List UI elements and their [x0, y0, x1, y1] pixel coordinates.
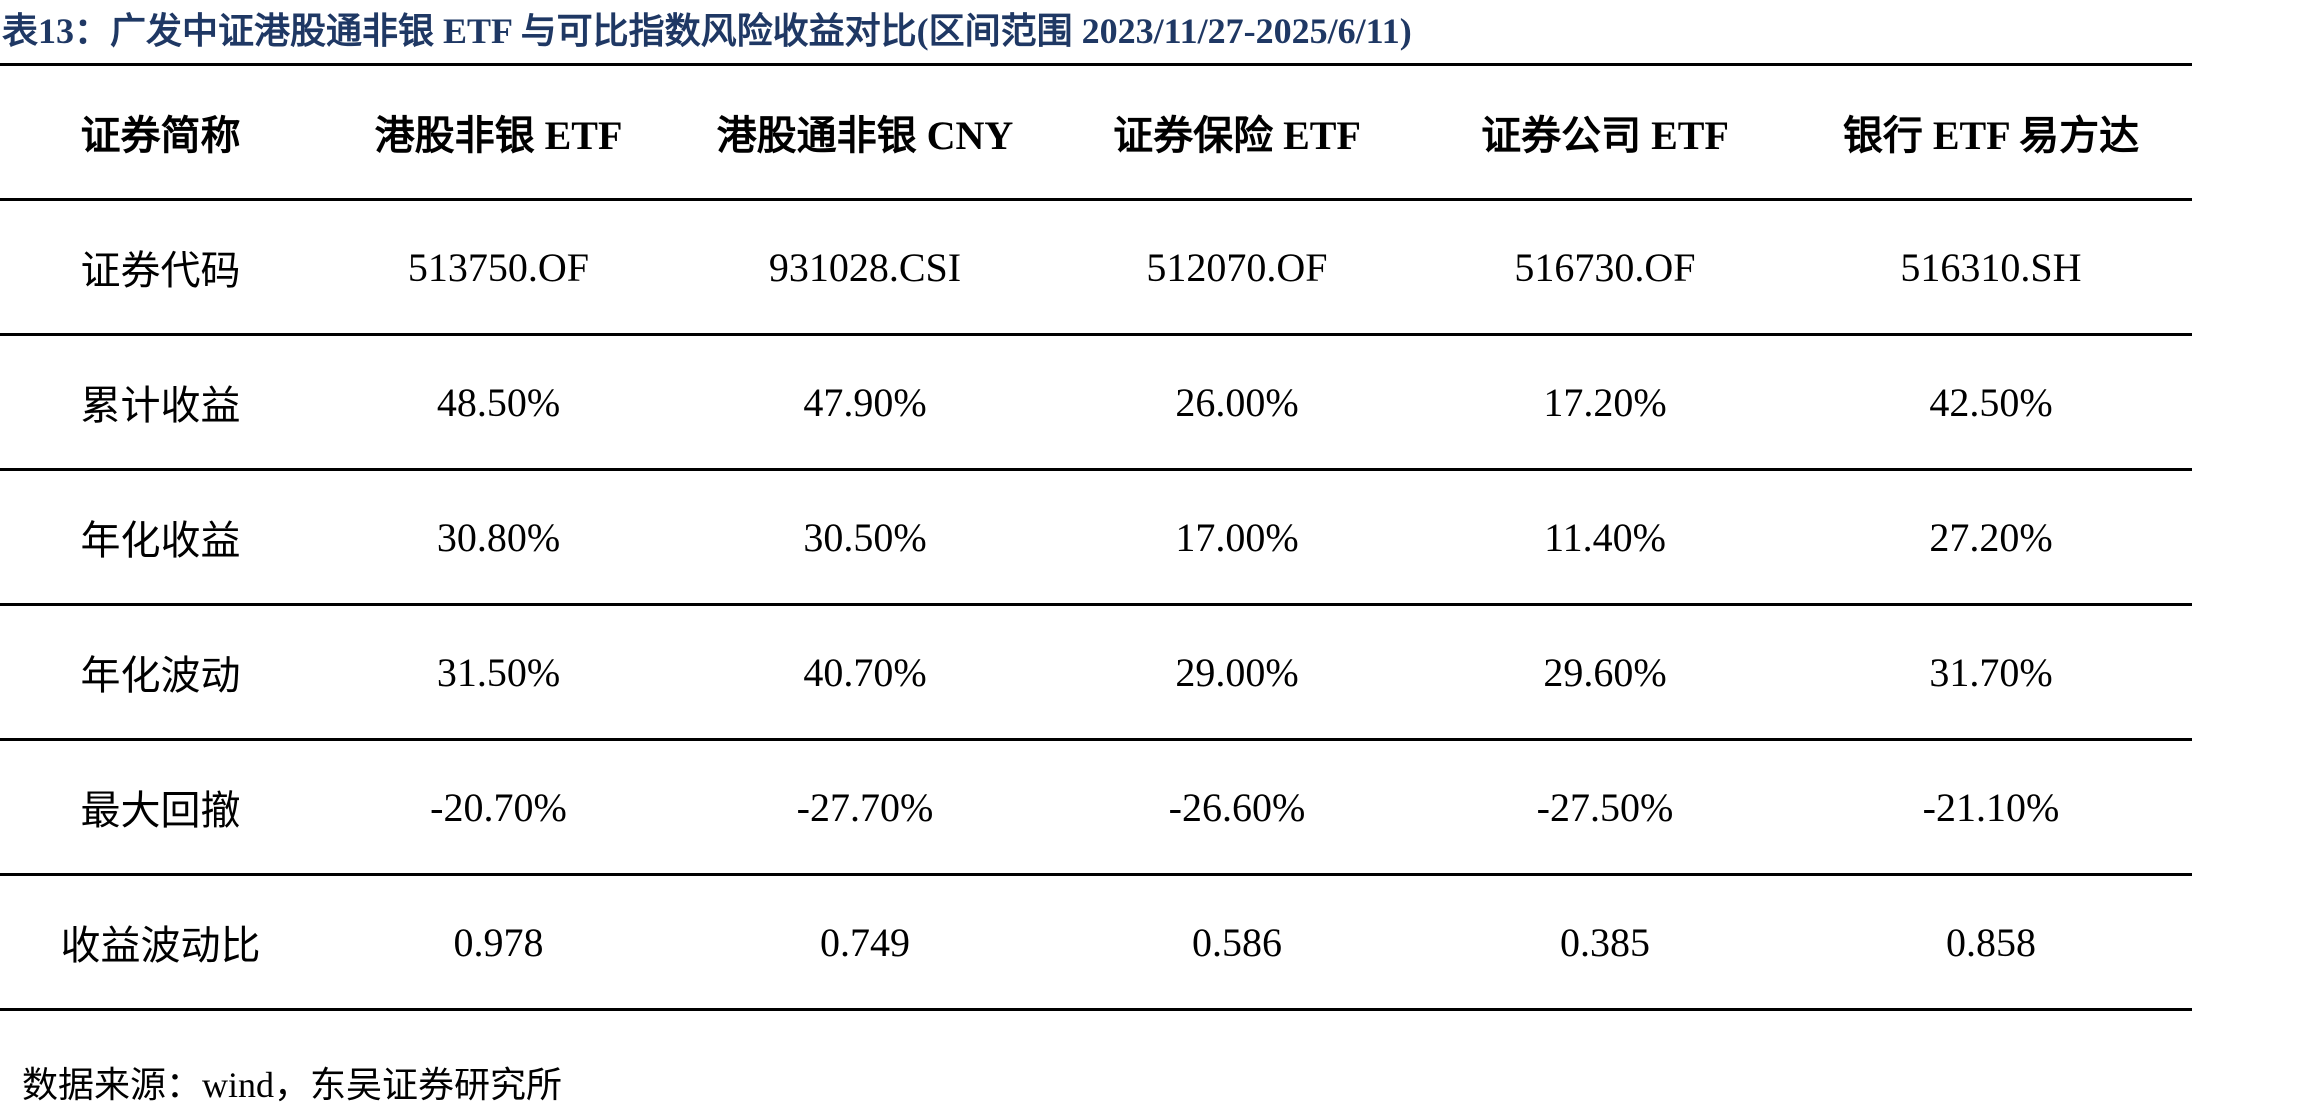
row-label: 年化收益 — [0, 468, 321, 606]
header-cell: 证券简称 — [0, 63, 321, 201]
table-row: 年化波动 31.50% 40.70% 29.00% 29.60% 31.70% — [0, 603, 2192, 741]
table-title: 表13：广发中证港股通非银 ETF 与可比指数风险收益对比(区间范围 2023/… — [2, 11, 1412, 51]
row-label: 年化波动 — [0, 603, 321, 741]
table-cell: -26.60% — [1054, 738, 1420, 876]
table-cell: 26.00% — [1054, 333, 1420, 471]
header-cell: 港股非银 ETF — [321, 63, 676, 201]
table-cell: 0.586 — [1054, 873, 1420, 1011]
table-cell: 42.50% — [1790, 333, 2192, 471]
row-label: 收益波动比 — [0, 873, 321, 1011]
table-cell: 31.50% — [321, 603, 676, 741]
table-body: 证券简称 港股非银 ETF 港股通非银 CNY 证券保险 ETF 证券公司 ETF 银行 … — [0, 63, 2192, 1011]
table-cell: 0.978 — [321, 873, 676, 1011]
table-cell: 40.70% — [676, 603, 1054, 741]
table-cell: 11.40% — [1420, 468, 1790, 606]
table-row: 证券代码 513750.OF 931028.CSI 512070.OF 516730.O… — [0, 198, 2192, 336]
table-cell: 30.80% — [321, 468, 676, 606]
table-cell: 47.90% — [676, 333, 1054, 471]
table-row: 最大回撤 -20.70% -27.70% -26.60% -27.50% -21.10% — [0, 738, 2192, 876]
table-cell: 931028.CSI — [676, 198, 1054, 336]
table-cell: -20.70% — [321, 738, 676, 876]
row-label: 证券代码 — [0, 198, 321, 336]
table-cell: 17.20% — [1420, 333, 1790, 471]
table-cell: 513750.OF — [321, 198, 676, 336]
source-note: 数据来源：wind，东吴证券研究所 — [22, 1065, 563, 1105]
table-cell: 29.60% — [1420, 603, 1790, 741]
header-cell: 证券保险 ETF — [1054, 63, 1420, 201]
table-cell: 29.00% — [1054, 603, 1420, 741]
header-row: 证券简称 港股非银 ETF 港股通非银 CNY 证券保险 ETF 证券公司 ETF 银行 … — [0, 63, 2192, 201]
header-cell: 证券公司 ETF — [1420, 63, 1790, 201]
table-cell: -21.10% — [1790, 738, 2192, 876]
table-cell: 516310.SH — [1790, 198, 2192, 336]
table-cell: 516730.OF — [1420, 198, 1790, 336]
row-label: 累计收益 — [0, 333, 321, 471]
table-cell: 27.20% — [1790, 468, 2192, 606]
table-cell: 48.50% — [321, 333, 676, 471]
table-cell: 17.00% — [1054, 468, 1420, 606]
table-cell: -27.70% — [676, 738, 1054, 876]
row-label: 最大回撤 — [0, 738, 321, 876]
table-cell: 0.385 — [1420, 873, 1790, 1011]
header-cell: 银行 ETF 易方达 — [1790, 63, 2192, 201]
table-row: 收益波动比 0.978 0.749 0.586 0.385 0.858 — [0, 873, 2192, 1011]
table-row: 累计收益 48.50% 47.90% 26.00% 17.20% 42.50% — [0, 333, 2192, 471]
header-cell: 港股通非银 CNY — [676, 63, 1054, 201]
table-row: 年化收益 30.80% 30.50% 17.00% 11.40% 27.20% — [0, 468, 2192, 606]
table-cell: 30.50% — [676, 468, 1054, 606]
table-cell: 31.70% — [1790, 603, 2192, 741]
data-table: 证券简称 港股非银 ETF 港股通非银 CNY 证券保险 ETF 证券公司 ETF 银行 … — [0, 63, 2192, 1011]
table-cell: 0.749 — [676, 873, 1054, 1011]
table-cell: -27.50% — [1420, 738, 1790, 876]
table-cell: 0.858 — [1790, 873, 2192, 1011]
table-cell: 512070.OF — [1054, 198, 1420, 336]
